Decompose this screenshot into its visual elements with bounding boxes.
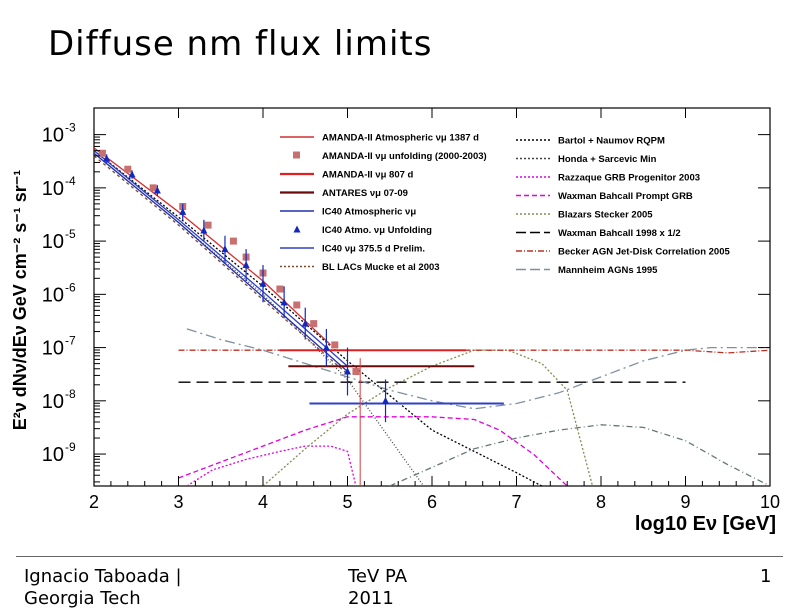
amanda-unfolding-point-2 <box>149 184 157 192</box>
y-tick-label-6: 10 <box>42 444 64 466</box>
footer-author: Ignacio Taboada | Georgia Tech <box>24 566 182 609</box>
y-tick-label-5: 10 <box>42 391 64 413</box>
legend-left-label-7: BL LACs Mucke et al 2003 <box>322 262 440 273</box>
legend-left-label-0: AMANDA-II Atmospheric νμ 1387 d <box>322 133 479 144</box>
y-tick-exponent-6: -9 <box>65 440 76 454</box>
ic40-unfolding-point-3 <box>179 207 187 215</box>
series-line-7 <box>178 416 568 486</box>
legend-left-label-1: AMANDA-II νμ unfolding (2000-2003) <box>322 151 487 162</box>
y-axis-label: E²ν dNν/dEν GeV cm⁻² s⁻¹ sr⁻¹ <box>10 170 30 431</box>
x-tick-label-8: 10 <box>760 492 780 512</box>
footer-divider <box>16 556 783 557</box>
x-tick-label-3: 5 <box>342 492 352 512</box>
ic40-unfolding-point-0 <box>103 154 111 162</box>
amanda-unfolding-point-0 <box>98 149 106 157</box>
ic40-unfolding-point-4 <box>200 226 208 234</box>
page-number: 1 <box>760 566 772 587</box>
slide-title: Diffuse nm flux limits <box>48 24 433 64</box>
legend-left-label-4: IC40 Atmospheric νμ <box>322 207 416 218</box>
series-line-2 <box>94 147 332 346</box>
x-tick-label-1: 3 <box>173 492 183 512</box>
y-tick-exponent-1: -4 <box>65 174 76 188</box>
legend-right-label-2: Razzaque GRB Progenitor 2003 <box>558 173 700 184</box>
legend-left-label-3: ANTARES νμ 07-09 <box>322 188 408 199</box>
ic40-unfolding-point-2 <box>153 186 161 194</box>
x-tick-label-5: 7 <box>511 492 521 512</box>
legend-left-swatch-1 <box>293 151 300 159</box>
legend-right-label-4: Blazars Stecker 2005 <box>558 210 653 221</box>
flux-limit-chart: 2 3 4 5 6 7 8 9 10 10 -3 10 -4 10 -5 10 -6 10 -7 10 -8 10 -9 A… <box>0 100 799 550</box>
legend-right-label-3: Waxman Bahcall Prompt GRB <box>558 191 693 202</box>
x-tick-label-0: 2 <box>89 492 99 512</box>
amanda-unfolding-point-10 <box>310 320 318 328</box>
y-tick-label-1: 10 <box>42 178 64 200</box>
series-line-6 <box>186 445 357 486</box>
y-tick-exponent-3: -6 <box>65 280 76 294</box>
series-line-11 <box>186 328 770 410</box>
series-line-12 <box>389 424 770 486</box>
upper-limit-lines <box>279 349 504 486</box>
unfolding-points <box>98 149 390 423</box>
y-tick-exponent-0: -3 <box>65 121 76 135</box>
amanda-unfolding-point-5 <box>229 237 237 245</box>
ic40-unfolding-point-1 <box>128 170 136 178</box>
legend-right-label-5: Waxman Bahcall 1998 x 1/2 <box>558 228 681 239</box>
legend-right-label-6: Becker AGN Jet-Disk Correlation 2005 <box>558 247 730 258</box>
ic40-unfolding-point-11 <box>344 367 351 375</box>
amanda-unfolding-point-11 <box>331 341 339 349</box>
legend-right-label-0: Bartol + Naumov RQPM <box>558 136 665 147</box>
legend-left-swatch-5 <box>293 225 301 233</box>
amanda-unfolding-point-8 <box>276 285 284 293</box>
ic40-unfolding-point-7 <box>259 279 267 287</box>
x-tick-label-7: 9 <box>680 492 690 512</box>
ic40-unfolding-point-10 <box>322 343 330 351</box>
amanda-unfolding-point-12 <box>352 368 360 376</box>
ic40-unfolding-point-8 <box>280 298 288 306</box>
footer-conference: TeV PA 2011 <box>348 566 408 609</box>
legend-left-label-2: AMANDA-II νμ 807 d <box>322 170 414 181</box>
x-tick-label-6: 8 <box>596 492 606 512</box>
amanda-unfolding-point-1 <box>124 165 132 173</box>
y-tick-label-0: 10 <box>42 125 64 147</box>
legend-left-label-5: IC40 Atmo. νμ Unfolding <box>322 225 432 236</box>
y-tick-exponent-2: -5 <box>65 227 76 241</box>
y-tick-label-3: 10 <box>42 284 64 306</box>
y-tick-exponent-5: -8 <box>65 387 76 401</box>
ic40-unfolding-point-12 <box>382 396 390 404</box>
x-tick-label-4: 6 <box>427 492 437 512</box>
legend-right-label-1: Honda + Sarcevic Min <box>558 154 657 165</box>
y-tick-label-4: 10 <box>42 338 64 360</box>
legend-left-label-6: IC40 νμ 375.5 d Prelim. <box>322 244 425 255</box>
y-tick-label-2: 10 <box>42 231 64 253</box>
legend-right-label-7: Mannheim AGNs 1995 <box>558 265 658 276</box>
ic40-unfolding-point-5 <box>221 245 229 253</box>
y-tick-exponent-4: -7 <box>65 334 76 348</box>
ic40-unfolding-point-6 <box>242 261 250 269</box>
ic40-unfolding-point-9 <box>301 319 309 327</box>
amanda-unfolding-point-4 <box>204 221 212 229</box>
x-axis-label: log10 Eν [GeV] <box>635 513 776 535</box>
series-line-8 <box>262 349 594 486</box>
plot-frame <box>93 107 771 487</box>
amanda-unfolding-point-9 <box>293 301 301 309</box>
legend: AMANDA-II Atmospheric νμ 1387 d AMANDA-II… <box>280 133 730 276</box>
x-tick-label-2: 4 <box>258 492 268 512</box>
